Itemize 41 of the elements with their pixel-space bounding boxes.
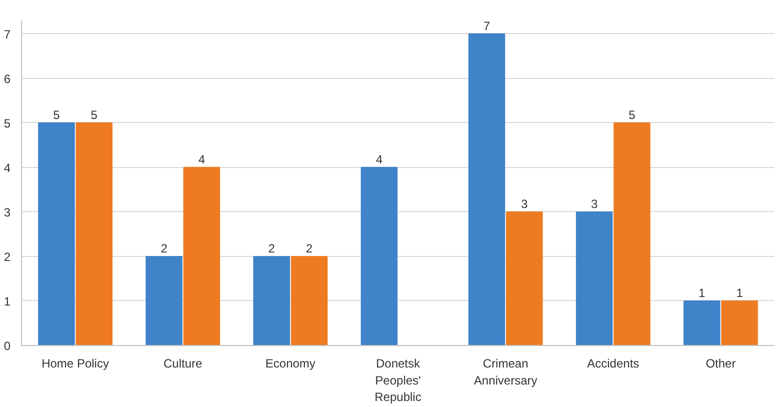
x-tick-label: Accidents — [587, 356, 640, 370]
bar — [684, 300, 720, 346]
y-tick-label: 5 — [4, 116, 11, 130]
data-label: 2 — [160, 241, 168, 256]
bar — [253, 256, 290, 346]
data-label: 5 — [628, 108, 636, 122]
data-label: 5 — [90, 108, 98, 122]
data-label: 4 — [376, 152, 383, 166]
x-tick-label: Culture — [164, 356, 203, 370]
bar — [183, 166, 220, 346]
bar — [146, 256, 182, 346]
y-tick-label: 0 — [4, 339, 11, 353]
x-tick-label: Donetsk Peoples' Republic — [374, 356, 422, 404]
y-tick-label: 2 — [4, 250, 11, 264]
data-label: 1 — [698, 286, 706, 300]
data-label: 5 — [53, 108, 60, 122]
data-label: 2 — [306, 241, 313, 256]
x-tick-label: Home Policy — [42, 356, 109, 370]
y-tick-label: 3 — [4, 205, 11, 220]
data-label: 2 — [268, 241, 276, 256]
x-tick-label: Economy — [265, 356, 316, 370]
bar — [576, 211, 613, 346]
bar — [721, 300, 758, 346]
y-tick-label: 6 — [4, 72, 11, 86]
bar — [76, 122, 112, 346]
y-tick-label: 7 — [4, 27, 11, 42]
y-tick-label: 4 — [4, 160, 11, 175]
data-label: 3 — [521, 196, 528, 211]
bar — [290, 256, 328, 346]
bar — [614, 122, 650, 346]
x-tick-label: Other — [706, 356, 736, 370]
bar — [506, 211, 543, 346]
data-label: 1 — [736, 286, 744, 300]
data-label: 3 — [590, 196, 598, 211]
y-tick-label: 1 — [4, 294, 11, 308]
x-tick-label: Crimean Anniversary — [474, 356, 538, 388]
bar — [360, 166, 398, 346]
bar — [468, 33, 506, 346]
data-label: 4 — [198, 152, 206, 166]
data-label: 7 — [483, 18, 490, 33]
bar — [38, 122, 75, 346]
